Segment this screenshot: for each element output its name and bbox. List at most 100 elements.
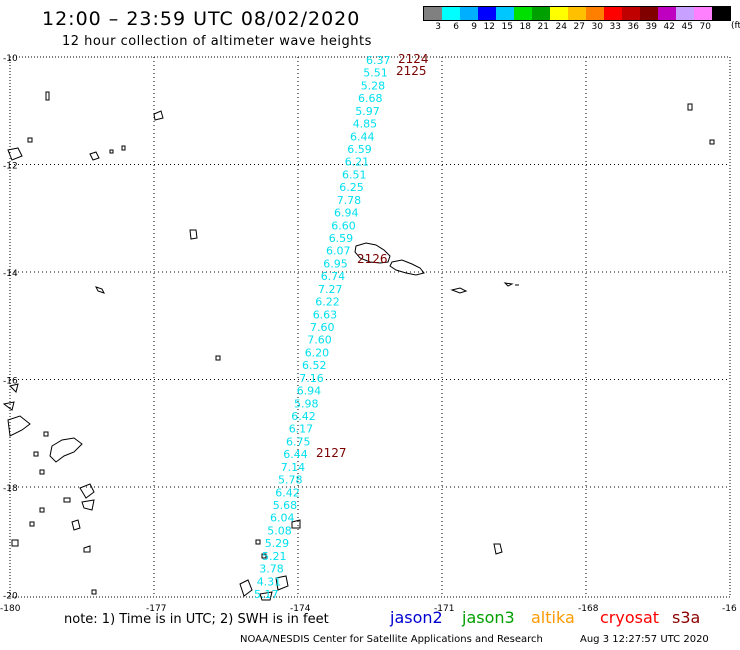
wave-height-label: 4.31 bbox=[257, 575, 282, 588]
wave-height-label: 6.75 bbox=[286, 435, 311, 448]
island-savaii bbox=[354, 242, 391, 264]
legend-swatch bbox=[424, 7, 442, 20]
wave-height-label: 5.98 bbox=[294, 397, 319, 410]
map-axis-labels: -10 -12 -14 -16 -18 -20 -180 -177 -174 -171 -168 -1… bbox=[0, 54, 737, 614]
legend-label: 42 bbox=[663, 22, 675, 32]
legend-unit: (ft) bbox=[731, 21, 740, 31]
tonga-islands bbox=[239, 519, 301, 601]
wave-height-label: 6.21 bbox=[345, 156, 370, 169]
latitude-label: -14 bbox=[3, 269, 18, 279]
wave-height-label: 6.17 bbox=[289, 423, 314, 436]
legend-label: 27 bbox=[573, 22, 585, 32]
wave-height-label: 3.78 bbox=[259, 563, 284, 576]
satellite-legend-item: cryosat bbox=[600, 608, 660, 627]
wave-height-label: 6.42 bbox=[291, 410, 316, 423]
latitude-label: -18 bbox=[3, 484, 18, 494]
legend-label: 30 bbox=[591, 22, 603, 32]
island-east-2 bbox=[709, 139, 715, 145]
wave-height-label: 6.95 bbox=[323, 257, 348, 270]
legend-label: 3 bbox=[435, 22, 441, 32]
island-tutuila bbox=[450, 287, 468, 294]
satellite-legend-item: jason2 bbox=[390, 608, 443, 627]
footer-note: note: 1) Time is in UTC; 2) SWH is in fe… bbox=[64, 612, 329, 627]
island-wallis bbox=[189, 229, 198, 240]
legend-swatch bbox=[640, 7, 658, 20]
wave-height-label: 6.52 bbox=[302, 359, 327, 372]
wave-height-label: 5.68 bbox=[273, 499, 298, 512]
legend-label: 24 bbox=[555, 22, 567, 32]
legend-label: 70 bbox=[699, 22, 711, 32]
legend-label: 21 bbox=[537, 22, 549, 32]
legend-label: 39 bbox=[645, 22, 657, 32]
legend-swatch bbox=[550, 7, 568, 20]
legend-swatch bbox=[586, 7, 604, 20]
island-futuna bbox=[95, 286, 105, 294]
wave-height-label: 6.20 bbox=[305, 346, 330, 359]
wave-height-label: 5.29 bbox=[265, 537, 290, 550]
legend-swatch bbox=[604, 7, 622, 20]
map-frame bbox=[9, 56, 731, 598]
wave-height-label: 4.85 bbox=[353, 118, 378, 131]
satellite-legend-item: jason3 bbox=[462, 608, 515, 627]
longitude-label: -16 bbox=[722, 604, 737, 614]
wave-height-label: 5.17 bbox=[254, 588, 279, 601]
wave-height-label: 6.44 bbox=[283, 448, 308, 461]
legend-value-labels: 3 6 9 12 15 18 21 24 27 30 33 36 39 42 45 70 bbox=[423, 22, 731, 32]
longitude-label: -180 bbox=[0, 604, 21, 614]
wave-height-label: 5.08 bbox=[267, 524, 292, 537]
wave-height-label: 6.51 bbox=[342, 168, 367, 181]
longitude-label: -174 bbox=[290, 604, 311, 614]
pass-number-label: 2127 bbox=[316, 446, 347, 460]
island-small-6 bbox=[215, 355, 221, 361]
legend-swatch bbox=[496, 7, 514, 20]
longitude-label: -168 bbox=[578, 604, 599, 614]
wave-height-label: 7.14 bbox=[281, 461, 306, 474]
legend-label: 15 bbox=[501, 22, 513, 32]
page-title: 12:00 – 23:59 UTC 08/02/2020 bbox=[42, 8, 361, 30]
legend-swatch bbox=[712, 7, 730, 20]
wave-height-label: 6.07 bbox=[326, 245, 351, 258]
wave-height-label: 7.78 bbox=[337, 194, 362, 207]
wave-height-label: 6.68 bbox=[358, 92, 383, 105]
legend-label: 9 bbox=[471, 22, 477, 32]
wave-height-label: 7.16 bbox=[299, 372, 324, 385]
fiji-islets bbox=[2, 383, 97, 595]
wave-height-label: 6.60 bbox=[331, 219, 356, 232]
wave-height-label: 6.63 bbox=[313, 308, 338, 321]
legend-swatch bbox=[622, 7, 640, 20]
legend-swatch bbox=[568, 7, 586, 20]
legend-label: 45 bbox=[681, 22, 693, 32]
island-upolu bbox=[389, 259, 425, 276]
wave-height-label: 6.59 bbox=[347, 143, 372, 156]
legend-swatch bbox=[658, 7, 676, 20]
legend-swatch bbox=[694, 7, 712, 20]
legend-swatch bbox=[460, 7, 478, 20]
latitude-label: -12 bbox=[3, 162, 18, 172]
wave-height-label: 5.51 bbox=[363, 67, 388, 80]
map-grid bbox=[10, 57, 730, 597]
legend-label: 18 bbox=[519, 22, 531, 32]
footer-credit: NOAA/NESDIS Center for Satellite Applica… bbox=[240, 634, 543, 645]
latitude-label: -20 bbox=[3, 592, 18, 602]
longitude-label: -171 bbox=[434, 604, 454, 614]
satellite-legend-item: s3a bbox=[672, 608, 701, 627]
wave-height-label: 5.97 bbox=[355, 105, 380, 118]
legend-label: 6 bbox=[453, 22, 459, 32]
footer-timestamp: Aug 3 12:27:57 UTC 2020 bbox=[580, 634, 709, 645]
coastlines bbox=[2, 91, 715, 601]
legend-swatch bbox=[532, 7, 550, 20]
wave-height-label: 6.37 bbox=[366, 54, 391, 67]
wave-height-label: 6.25 bbox=[339, 181, 364, 194]
latitude-label: -16 bbox=[3, 377, 18, 387]
wave-height-label: 6.42 bbox=[275, 486, 300, 499]
wave-height-label: 6.94 bbox=[334, 207, 359, 220]
wave-height-label: 5.28 bbox=[361, 79, 386, 92]
fiji-viti-levu bbox=[7, 415, 31, 437]
island-small-1 bbox=[503, 282, 519, 287]
island-small-4 bbox=[89, 151, 100, 161]
wave-height-label: 6.74 bbox=[321, 270, 346, 283]
wave-height-label: 7.60 bbox=[310, 321, 335, 334]
